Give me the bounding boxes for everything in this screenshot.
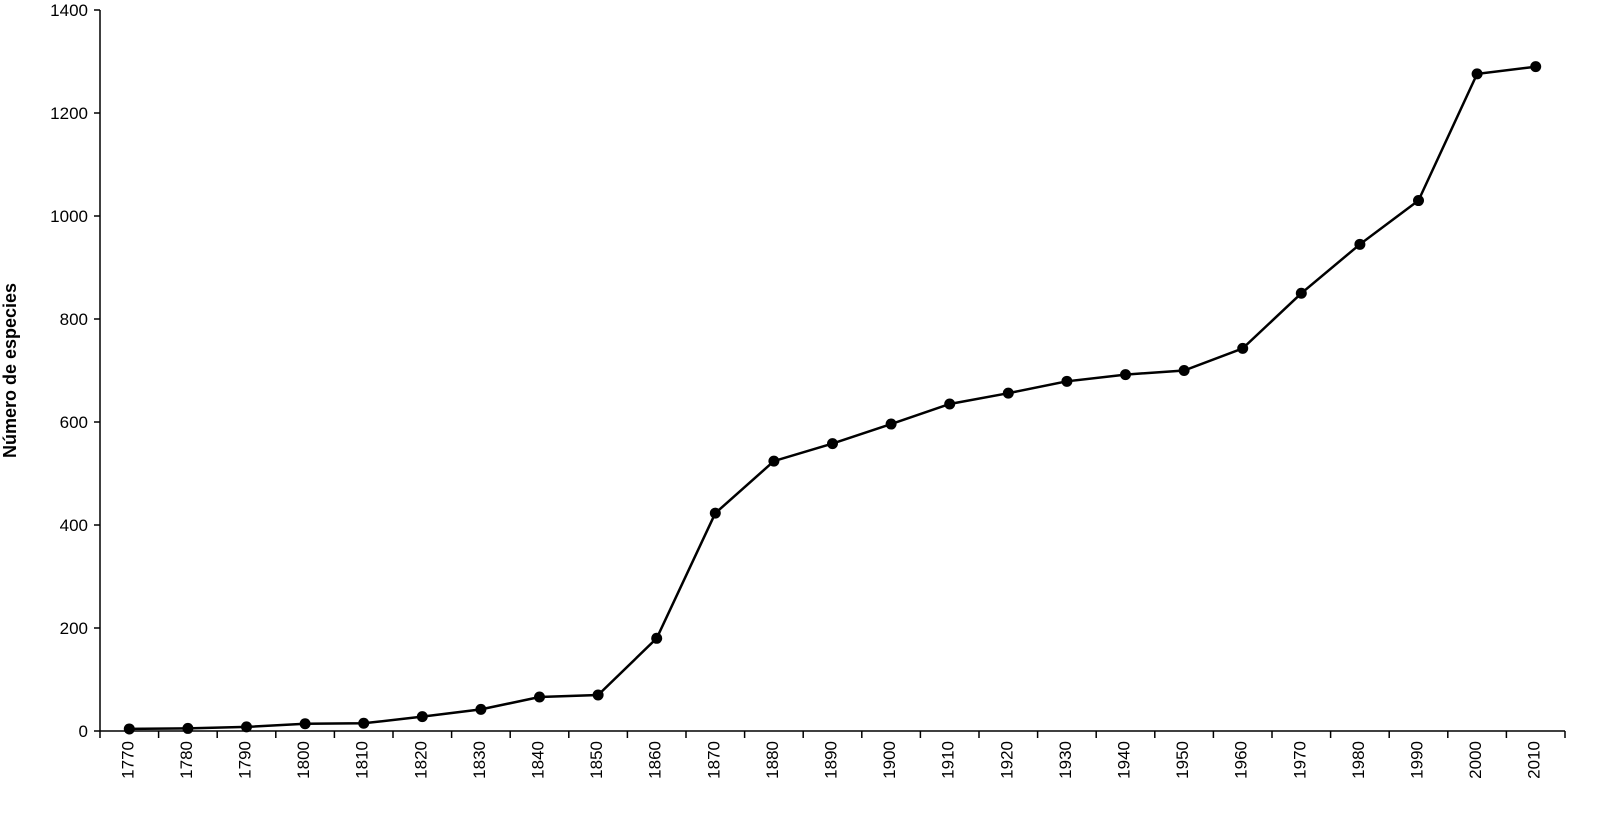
x-tick-label: 1990 xyxy=(1408,741,1427,779)
data-point-1920 xyxy=(1002,387,1014,399)
data-point-1880 xyxy=(768,455,780,467)
x-tick-label: 1880 xyxy=(763,741,782,779)
x-tick-label: 1780 xyxy=(177,741,196,779)
data-point-1770 xyxy=(123,723,135,735)
data-point-1960 xyxy=(1237,342,1249,354)
x-tick-label: 1940 xyxy=(1115,741,1134,779)
y-axis-title: Número de especies xyxy=(0,283,20,458)
x-tick-label: 1950 xyxy=(1173,741,1192,779)
data-point-1950 xyxy=(1178,365,1190,376)
x-tick-label: 1790 xyxy=(236,741,255,779)
data-point-1970 xyxy=(1295,287,1307,299)
data-point-1800 xyxy=(299,718,311,730)
x-tick-label: 1910 xyxy=(939,741,958,779)
data-point-1910 xyxy=(944,398,956,410)
data-point-2000 xyxy=(1471,68,1483,80)
y-tick-label: 1400 xyxy=(50,1,88,20)
data-point-1820 xyxy=(416,711,428,723)
data-point-2010 xyxy=(1530,61,1542,73)
x-tick-label: 1800 xyxy=(294,741,313,779)
data-point-1790 xyxy=(241,721,252,733)
x-tick-label: 1820 xyxy=(411,741,430,779)
x-tick-label: 1770 xyxy=(118,741,137,779)
x-tick-label: 2000 xyxy=(1466,741,1485,779)
y-tick-label: 1000 xyxy=(50,207,88,226)
x-tick-label: 1890 xyxy=(822,741,841,779)
x-tick-label: 1980 xyxy=(1349,741,1368,779)
x-axis-ticks: 1770 1780 1790 1800 1810 1820 1830 1840 1850 1860… xyxy=(99,731,1566,779)
y-tick-label: 0 xyxy=(79,722,88,741)
data-point-1930 xyxy=(1061,375,1073,387)
series-line xyxy=(129,65,1536,731)
data-point-1990 xyxy=(1413,195,1424,207)
data-point-1980 xyxy=(1354,238,1366,250)
data-point-1900 xyxy=(885,418,897,430)
data-point-1780 xyxy=(182,722,194,734)
x-tick-label: 1870 xyxy=(704,741,723,779)
x-tick-label: 1970 xyxy=(1290,741,1309,779)
x-tick-label: 1900 xyxy=(880,741,899,779)
data-point-1810 xyxy=(358,717,370,729)
y-tick-label: 600 xyxy=(60,413,88,432)
x-tick-label: 1920 xyxy=(997,741,1016,779)
x-tick-label: 1830 xyxy=(470,741,489,779)
y-tick-label: 200 xyxy=(60,619,88,638)
x-tick-label: 1850 xyxy=(587,741,606,779)
y-tick-label: 400 xyxy=(60,516,88,535)
x-tick-label: 1930 xyxy=(1056,741,1075,779)
x-tick-label: 1810 xyxy=(353,741,372,779)
series-markers xyxy=(123,61,1542,735)
y-axis-ticks: 0 200 400 600 800 1000 1200 1400 xyxy=(50,1,100,741)
y-tick-label: 800 xyxy=(60,310,88,329)
x-tick-label: 2010 xyxy=(1525,741,1544,779)
data-point-1890 xyxy=(827,438,838,450)
y-tick-label: 1200 xyxy=(50,104,88,123)
x-tick-label: 1840 xyxy=(529,741,548,779)
data-point-1940 xyxy=(1120,369,1131,381)
data-point-1870 xyxy=(709,507,721,519)
x-tick-label: 1960 xyxy=(1232,741,1251,779)
x-tick-label: 1860 xyxy=(646,741,665,779)
data-point-1850 xyxy=(592,689,604,701)
data-point-1830 xyxy=(475,703,487,715)
data-point-1860 xyxy=(651,632,663,644)
data-point-1840 xyxy=(534,691,545,703)
